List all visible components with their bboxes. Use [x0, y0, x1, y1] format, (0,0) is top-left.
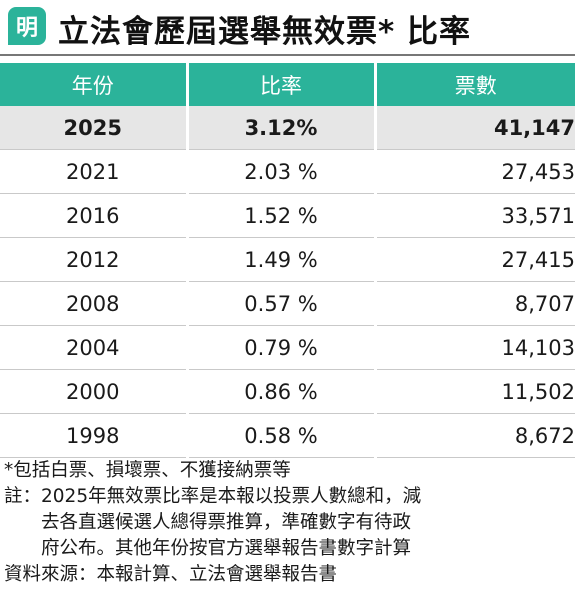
cell-votes: 8,672: [373, 413, 575, 458]
logo-char: 明: [15, 16, 38, 41]
table-row: 2021 2.03 % 27,453: [0, 149, 575, 194]
invalid-votes-table: 年份 比率 票數 2025 3.12% 41,147 2021 2.03 % 2…: [0, 63, 575, 458]
remark-line: 去各直選候選人總得票推算，準確數字有待政: [41, 512, 412, 533]
cell-year: 2016: [0, 193, 187, 238]
cell-ratio: 1.52 %: [185, 193, 375, 238]
header-year: 年份: [0, 63, 187, 106]
cell-votes: 14,103: [373, 325, 575, 370]
cell-votes: 8,707: [373, 281, 575, 326]
cell-ratio: 3.12%: [185, 106, 375, 150]
cell-year: 2000: [0, 369, 187, 414]
cell-votes: 27,415: [373, 237, 575, 282]
cell-year: 2008: [0, 281, 187, 326]
remark-label: 註：: [4, 486, 42, 507]
cell-votes: 27,453: [373, 149, 575, 194]
header-votes: 票數: [373, 63, 575, 106]
cell-ratio: 0.57 %: [185, 281, 375, 326]
table-row: 2012 1.49 % 27,415: [0, 237, 575, 282]
notes: *包括白票、損壞票、不獲接納票等 註： 2025年無效票比率是本報以投票人數總和…: [4, 458, 572, 588]
remark-line: 府公布。其他年份按官方選舉報告書數字計算: [41, 538, 412, 559]
cell-year: 2004: [0, 325, 187, 370]
cell-year: 2012: [0, 237, 187, 282]
table-row: 2016 1.52 % 33,571: [0, 193, 575, 238]
cell-votes: 41,147: [373, 106, 575, 150]
cell-ratio: 2.03 %: [185, 149, 375, 194]
header: 明 立法會歷屆選舉無效票* 比率: [0, 0, 575, 52]
ming-pao-logo: 明: [8, 7, 46, 45]
title-divider: [0, 54, 575, 56]
remark: 註： 2025年無效票比率是本報以投票人數總和，減 去各直選候選人總得票推算，準…: [4, 484, 572, 562]
cell-year: 2025: [0, 106, 187, 150]
cell-ratio: 0.86 %: [185, 369, 375, 414]
cell-votes: 33,571: [373, 193, 575, 238]
table-row: 2008 0.57 % 8,707: [0, 281, 575, 326]
remark-line: 2025年無效票比率是本報以投票人數總和，減: [41, 486, 422, 507]
cell-ratio: 1.49 %: [185, 237, 375, 282]
cell-ratio: 0.58 %: [185, 413, 375, 458]
cell-votes: 11,502: [373, 369, 575, 414]
table-row: 1998 0.58 % 8,672: [0, 413, 575, 458]
table-row: 2000 0.86 % 11,502: [0, 369, 575, 414]
page-title: 立法會歷屆選舉無效票* 比率: [58, 14, 472, 50]
cell-year: 2021: [0, 149, 187, 194]
remark-text: 2025年無效票比率是本報以投票人數總和，減 去各直選候選人總得票推算，準確數字…: [41, 484, 572, 562]
cell-year: 1998: [0, 413, 187, 458]
footnote: *包括白票、損壞票、不獲接納票等: [4, 460, 291, 481]
table-row: 2004 0.79 % 14,103: [0, 325, 575, 370]
cell-ratio: 0.79 %: [185, 325, 375, 370]
source-note: 資料來源：本報計算、立法會選舉報告書: [4, 564, 338, 585]
table-row: 2025 3.12% 41,147: [0, 106, 575, 150]
header-ratio: 比率: [185, 63, 375, 106]
table-header-row: 年份 比率 票數: [0, 63, 575, 106]
